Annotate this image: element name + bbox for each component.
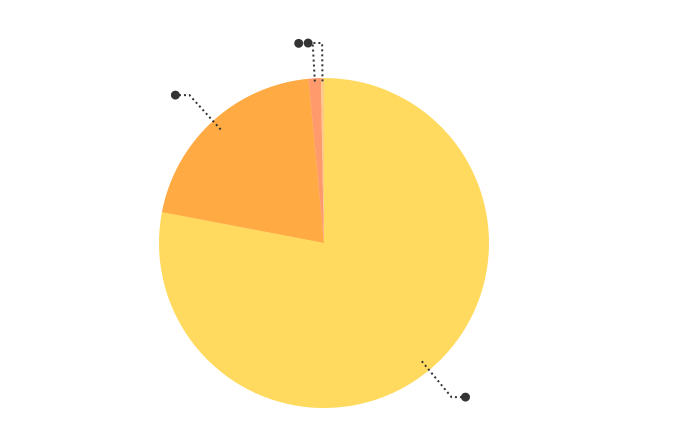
leader-dot-3 — [294, 38, 304, 48]
leader-line-1 — [421, 360, 466, 399]
pie-slice-4[interactable] — [320, 78, 324, 243]
leader-dot-2 — [170, 90, 180, 100]
pie-slice-2[interactable] — [161, 78, 324, 244]
leader-dot-4 — [303, 38, 313, 48]
leader-dot-1 — [460, 392, 470, 402]
leader-lines — [170, 38, 470, 402]
pie-slice-3[interactable] — [308, 78, 324, 243]
leader-line-3 — [298, 42, 316, 82]
pie-slices — [159, 78, 489, 408]
leader-line-2 — [175, 94, 222, 131]
